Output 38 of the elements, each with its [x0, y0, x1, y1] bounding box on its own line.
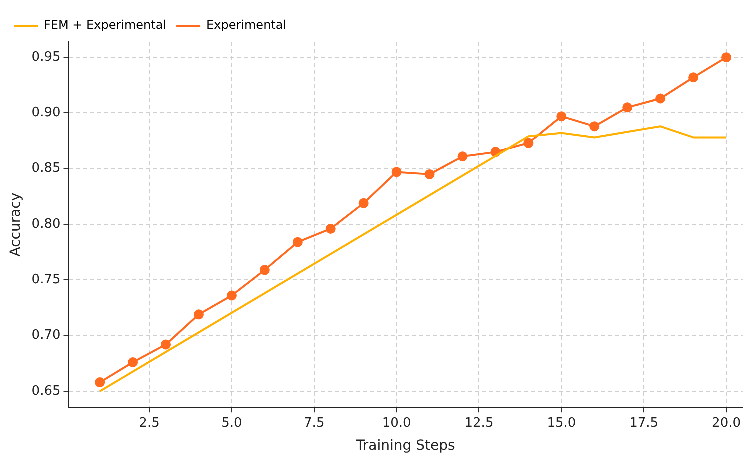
- x-axis-title: Training Steps: [355, 438, 456, 454]
- point: [358, 198, 369, 208]
- y-tick-label: 0.65: [32, 384, 61, 399]
- point: [722, 52, 732, 63]
- x-tick-label: 12.5: [464, 416, 494, 431]
- point: [95, 378, 106, 388]
- y-tick-label: 0.75: [32, 272, 61, 288]
- legend-label: Experimental: [206, 18, 287, 32]
- y-tick-label: 0.80: [32, 216, 61, 232]
- y-tick-label: 0.70: [32, 328, 61, 344]
- x-tick-label: 10.0: [382, 416, 412, 431]
- point: [128, 358, 138, 368]
- point: [226, 290, 237, 301]
- y-tick-label: 0.90: [32, 106, 61, 121]
- x-tick-label: 15.0: [547, 416, 576, 431]
- x-tick-label: 7.5: [304, 416, 325, 431]
- y-tick-label: 0.95: [32, 50, 61, 65]
- point: [622, 102, 633, 113]
- x-tick-label: 5.0: [222, 416, 242, 431]
- point: [524, 138, 534, 148]
- y-tick-label: 0.85: [32, 161, 61, 176]
- legend-label: FEM + Experimental: [44, 18, 167, 32]
- point: [194, 310, 204, 320]
- point: [458, 152, 468, 162]
- point: [161, 340, 172, 350]
- point: [392, 167, 402, 178]
- x-tick-label: 17.5: [630, 416, 659, 431]
- point: [292, 237, 303, 248]
- point: [326, 224, 336, 234]
- point: [590, 122, 600, 132]
- point: [260, 265, 270, 276]
- point: [656, 94, 666, 104]
- point: [688, 72, 699, 83]
- x-tick-label: 20.0: [712, 416, 741, 431]
- point: [424, 169, 435, 180]
- y-axis-title: Accuracy: [8, 192, 24, 257]
- point: [556, 112, 567, 122]
- x-tick-label: 2.5: [139, 416, 160, 431]
